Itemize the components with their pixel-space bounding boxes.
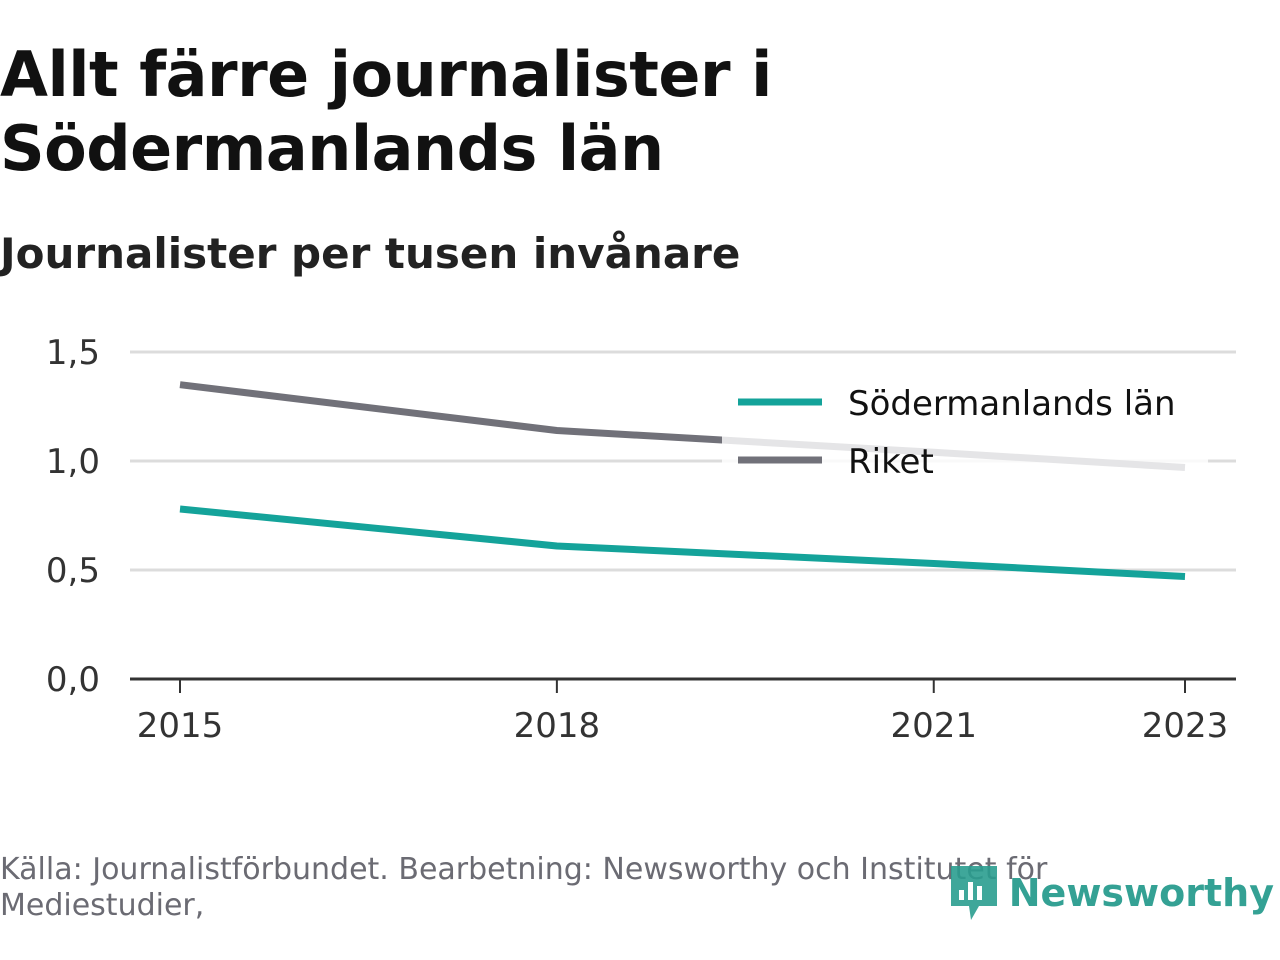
x-tick-label: 2021: [890, 706, 977, 746]
x-tick-label: 2015: [137, 706, 224, 746]
x-tick-label: 2018: [514, 706, 601, 746]
y-tick-label: 0,5: [46, 551, 100, 591]
x-tick-label: 2023: [1142, 706, 1229, 746]
legend-background: [722, 372, 1208, 500]
y-tick-label: 1,0: [46, 442, 100, 482]
newsworthy-logo-icon: [950, 866, 997, 920]
y-tick-label: 1,5: [46, 333, 100, 373]
legend-label: Södermanlands län: [848, 384, 1176, 424]
newsworthy-logo-text: Newsworthy: [1008, 871, 1274, 915]
chart-subtitle: Journalister per tusen invånare: [0, 229, 741, 278]
newsworthy-logo: Newsworthy: [949, 862, 1274, 924]
legend: Södermanlands län Riket: [722, 372, 1208, 500]
chart-title: Allt färre journalister i Södermanlands …: [0, 38, 772, 185]
y-tick-label: 0,0: [46, 660, 100, 700]
series-line-sodermanlands-lan: [179, 505, 1186, 580]
axis-layer: 0,0 0,5 1,0 1,5 2015 2018 2021 2023: [46, 333, 1236, 746]
source-note: Källa: Journalistförbundet. Bearbetning:…: [0, 852, 1048, 923]
legend-label: Riket: [848, 442, 934, 482]
